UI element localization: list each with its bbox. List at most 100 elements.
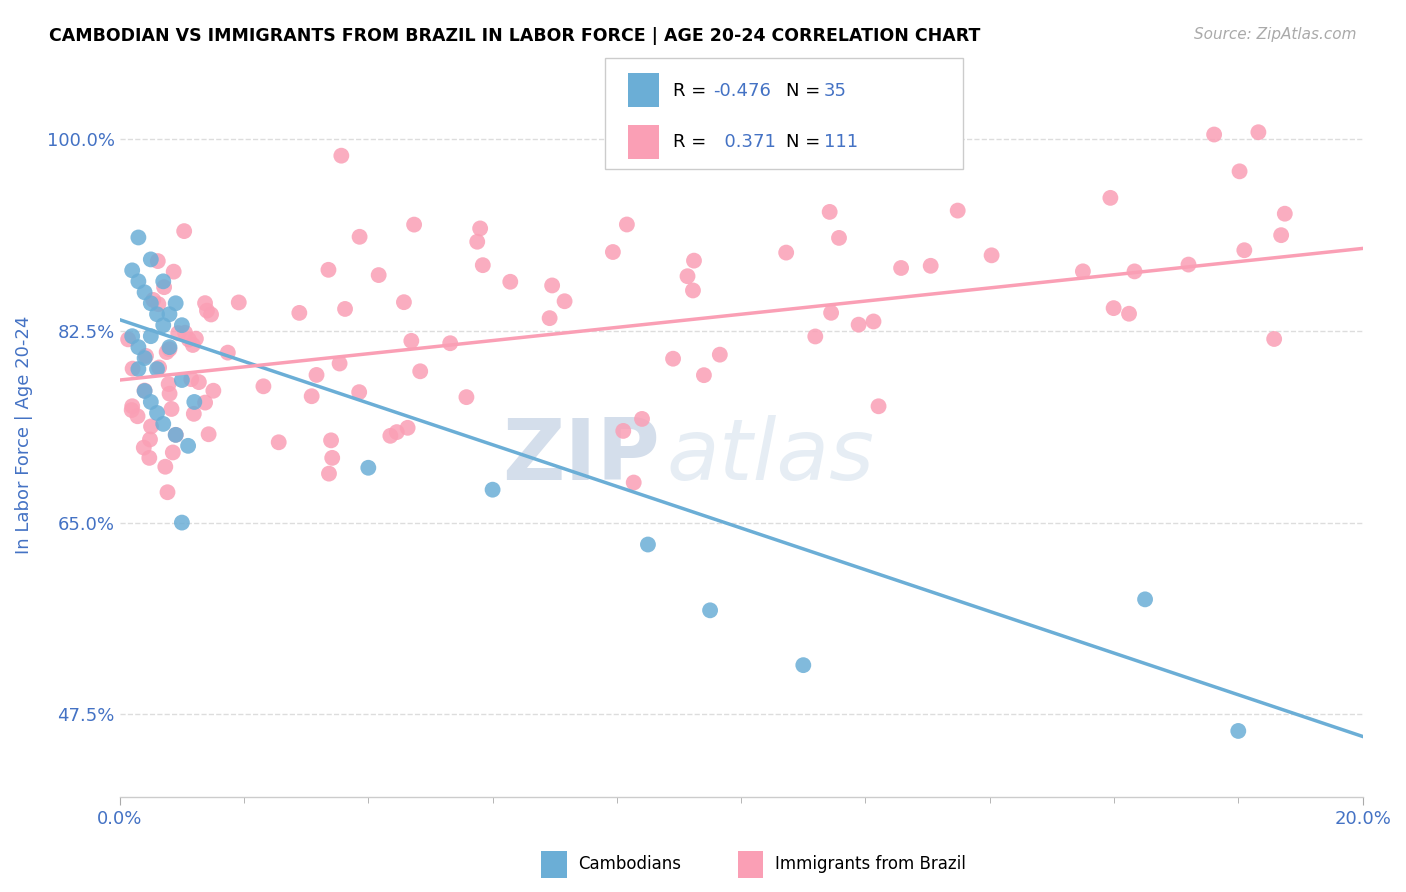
Point (127, 340, 149, 354)
Point (170, 516, 193, 530)
Point (183, 407, 205, 421)
Point (134, 384, 156, 398)
Point (804, 329, 827, 343)
Point (267, 435, 290, 450)
Point (148, 297, 170, 311)
Point (159, 307, 181, 321)
Point (184, 332, 207, 346)
Point (818, 205, 841, 219)
Point (177, 333, 200, 347)
Point (392, 295, 415, 310)
Point (173, 224, 195, 238)
Point (305, 368, 328, 382)
Point (135, 349, 157, 363)
Point (1270, 228, 1292, 243)
Point (862, 314, 884, 328)
Point (217, 345, 239, 359)
Point (541, 278, 564, 293)
Point (662, 351, 685, 366)
Point (159, 386, 181, 401)
Point (121, 329, 143, 343)
Point (121, 403, 143, 417)
Point (127, 362, 149, 376)
Point (142, 293, 165, 307)
Point (693, 368, 716, 383)
Point (409, 364, 432, 378)
Point (146, 406, 169, 420)
Point (228, 295, 250, 310)
Point (252, 379, 274, 393)
Text: N =: N = (786, 134, 825, 152)
Text: Source: ZipAtlas.com: Source: ZipAtlas.com (1194, 27, 1357, 42)
Point (980, 248, 1002, 262)
Point (637, 537, 659, 551)
Point (683, 253, 706, 268)
Point (180, 372, 202, 386)
Point (160, 401, 183, 416)
Text: 111: 111 (824, 134, 858, 152)
Point (890, 260, 912, 275)
Point (538, 311, 561, 326)
Point (1133, 592, 1156, 607)
Point (155, 459, 177, 474)
Point (139, 252, 162, 267)
Point (631, 412, 654, 426)
Point (1071, 264, 1094, 278)
Point (775, 245, 797, 260)
Point (170, 373, 193, 387)
Point (465, 235, 488, 249)
Point (127, 230, 149, 244)
Point (134, 351, 156, 365)
Point (329, 357, 352, 371)
Point (868, 399, 890, 413)
Text: atlas: atlas (666, 415, 875, 498)
Point (1247, 125, 1270, 139)
Point (367, 268, 389, 282)
Point (401, 334, 423, 348)
Point (146, 254, 169, 268)
Point (848, 318, 870, 332)
Point (152, 318, 174, 333)
Point (200, 308, 222, 322)
Point (197, 427, 219, 442)
Point (127, 274, 149, 288)
Point (138, 450, 160, 465)
Point (1227, 723, 1250, 738)
Point (357, 460, 380, 475)
Point (139, 329, 162, 343)
Point (153, 280, 176, 294)
Text: 35: 35 (824, 82, 846, 100)
Point (792, 658, 814, 673)
Point (499, 275, 522, 289)
Point (321, 450, 343, 465)
Point (301, 389, 323, 403)
Point (139, 296, 162, 310)
Point (404, 218, 426, 232)
Point (319, 434, 342, 448)
Point (1274, 207, 1296, 221)
Point (167, 326, 190, 340)
Point (676, 269, 699, 284)
Point (1263, 332, 1285, 346)
Text: 0.371: 0.371 (713, 134, 776, 152)
Point (1177, 258, 1199, 272)
Point (385, 425, 408, 439)
Point (471, 258, 494, 272)
Point (121, 399, 143, 413)
Point (1118, 307, 1140, 321)
Point (121, 263, 143, 277)
Point (156, 345, 179, 359)
Point (156, 485, 179, 500)
Point (288, 306, 311, 320)
Point (183, 395, 205, 409)
Point (181, 338, 204, 352)
Text: -0.476: -0.476 (713, 82, 770, 100)
Point (1099, 191, 1122, 205)
Text: R =: R = (673, 82, 713, 100)
Point (616, 218, 638, 232)
Point (1204, 128, 1226, 142)
Point (146, 307, 169, 321)
Point (139, 395, 162, 409)
Point (139, 419, 162, 434)
Text: CAMBODIAN VS IMMIGRANTS FROM BRAZIL IN LABOR FORCE | AGE 20-24 CORRELATION CHART: CAMBODIAN VS IMMIGRANTS FROM BRAZIL IN L… (49, 27, 980, 45)
